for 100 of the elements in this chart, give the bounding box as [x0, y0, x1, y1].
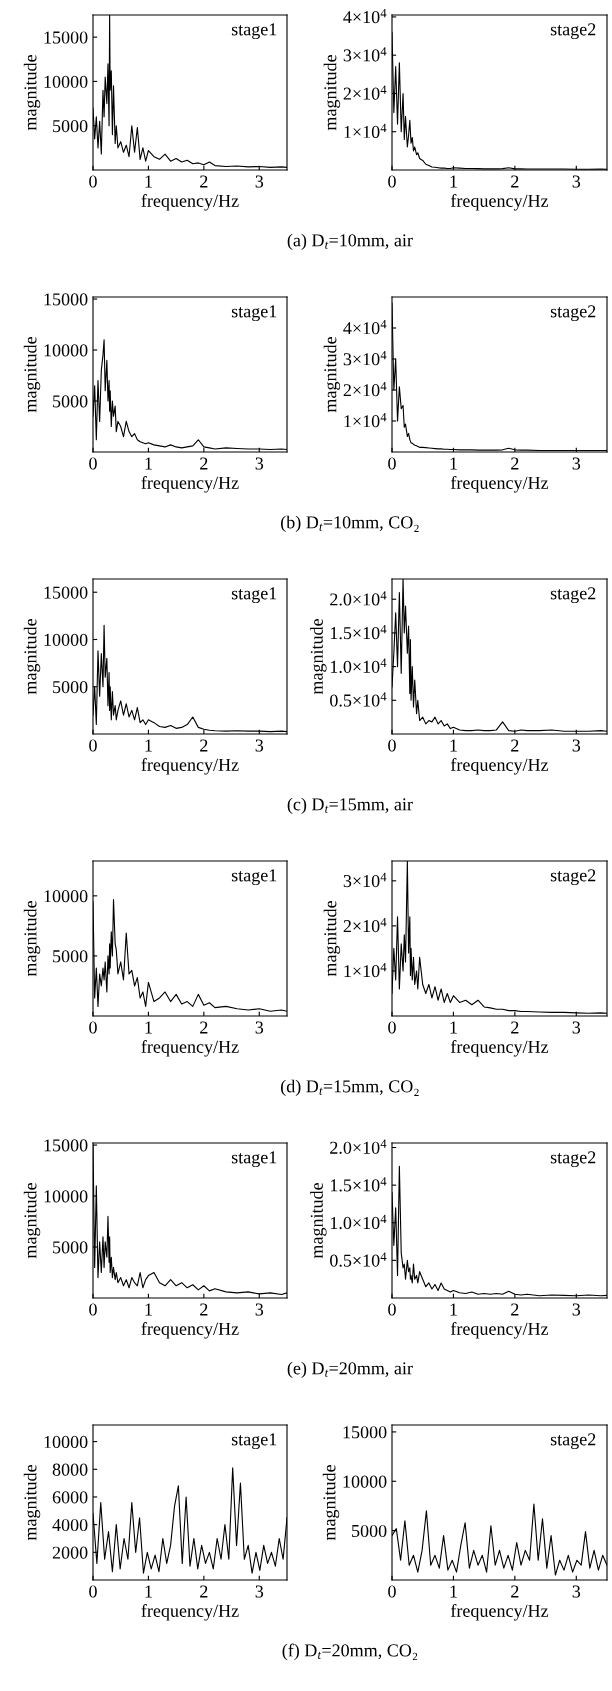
x-tick-label: 3	[572, 1021, 581, 1034]
y-axis-title: magnitude	[323, 901, 341, 977]
x-tick-label: 1	[450, 457, 457, 470]
y-axis-title: magnitude	[23, 337, 41, 413]
x-tick-label: 3	[255, 1585, 264, 1598]
x-tick-label: 3	[572, 1303, 581, 1316]
y-tick-label: 3×10$^{4}$	[343, 872, 387, 888]
y-axis-title: magnitude	[23, 55, 41, 131]
x-tick-label: 0	[388, 739, 396, 752]
x-tick-label: 3	[255, 1021, 264, 1034]
x-tick-label: 2	[511, 1585, 519, 1598]
annotation: stage1	[231, 869, 277, 886]
x-tick-label: 1	[145, 739, 152, 752]
x-tick-label: 0	[89, 457, 97, 470]
x-axis-title: frequency/Hz	[450, 1040, 549, 1057]
y-tick-label: 5000	[53, 119, 88, 133]
annotation: stage1	[231, 1151, 277, 1168]
text: (a) D$_{t}$=10mm, air	[287, 233, 413, 251]
annotation: stage1	[231, 587, 277, 604]
y-tick-label: 2000	[52, 1546, 88, 1559]
y-tick-label: 4×10$^{4}$	[343, 320, 387, 335]
x-tick-label: 2	[511, 457, 519, 470]
x-tick-label: 2	[200, 175, 208, 188]
x-tick-label: 3	[572, 1585, 581, 1598]
annotation: stage2	[550, 869, 596, 886]
annotation: stage2	[550, 23, 596, 40]
y-tick-label: 15000	[44, 293, 88, 306]
x-axis-title: frequency/Hz	[141, 758, 239, 775]
text: (c) D$_{t}$=15mm, air	[287, 797, 413, 815]
x-tick-label: 1	[450, 175, 457, 188]
x-tick-label: 0	[89, 739, 97, 752]
y-tick-label: 5000	[53, 681, 88, 694]
y-tick-label: 10000	[44, 1190, 88, 1203]
y-axis-title: magnitude	[23, 619, 41, 695]
y-tick-label: 1×10$^{4}$	[344, 413, 387, 428]
x-tick-label: 0	[89, 1303, 97, 1316]
annotation: stage2	[550, 305, 596, 322]
y-axis-title: magnitude	[310, 1183, 327, 1259]
x-axis-title: frequency/Hz	[450, 476, 549, 493]
text: (f) D$_{t}$=20mm, CO₂	[282, 1643, 418, 1661]
x-tick-label: 3	[255, 175, 264, 188]
x-tick-label: 1	[145, 1585, 152, 1598]
y-tick-label: 15000	[44, 586, 88, 599]
y-tick-label: 10000	[44, 890, 88, 903]
x-tick-label: 2	[200, 739, 208, 752]
x-tick-label: 3	[255, 739, 264, 752]
y-tick-label: 1.5×10$^{4}$	[330, 624, 387, 640]
y-tick-label: 5000	[352, 1524, 387, 1538]
y-tick-label: 5000	[53, 950, 88, 963]
y-tick-label: 15000	[44, 31, 88, 44]
y-tick-label: 10000	[44, 344, 88, 357]
x-axis-title: frequency/Hz	[450, 1604, 549, 1621]
x-tick-label: 3	[255, 1303, 264, 1316]
y-tick-label: 8000	[52, 1463, 88, 1476]
annotation: stage1	[231, 305, 277, 322]
y-tick-label: 2×10$^{4}$	[343, 917, 387, 933]
annotation: stage1	[231, 1433, 277, 1450]
y-axis-title: magnitude	[23, 901, 41, 977]
annotation: stage2	[550, 1433, 596, 1450]
y-tick-label: 2×10$^{4}$	[343, 382, 387, 397]
x-tick-label: 2	[511, 739, 519, 752]
text: (b) D$_{t}$=10mm, CO₂	[281, 515, 419, 533]
x-tick-label: 0	[388, 175, 396, 188]
y-tick-label: 2×10$^{4}$	[343, 85, 387, 100]
y-tick-label: 1×10$^{4}$	[344, 123, 387, 139]
x-tick-label: 1	[450, 1303, 457, 1316]
y-tick-label: 3×10$^{4}$	[343, 47, 387, 62]
y-axis-title: magnitude	[323, 337, 341, 413]
text: (d) D$_{t}$=15mm, CO₂	[281, 1079, 419, 1097]
annotation: stage2	[550, 587, 596, 604]
x-axis-title: frequency/Hz	[141, 1322, 239, 1339]
y-tick-label: 10000	[44, 75, 88, 88]
y-tick-label: 1.0×10$^{4}$	[330, 1214, 387, 1230]
x-tick-label: 1	[145, 1303, 152, 1316]
y-axis-title: magnitude	[323, 55, 341, 131]
x-axis-title: frequency/Hz	[450, 194, 549, 211]
y-tick-label: 4×10$^{4}$	[343, 8, 387, 24]
x-tick-label: 2	[511, 1303, 519, 1316]
x-tick-label: 2	[200, 457, 208, 470]
x-tick-label: 0	[89, 1021, 97, 1034]
x-axis-title: frequency/Hz	[141, 476, 239, 493]
x-tick-label: 3	[255, 457, 264, 470]
x-axis-title: frequency/Hz	[450, 758, 549, 775]
y-tick-label: 1.5×10$^{4}$	[330, 1177, 387, 1192]
x-tick-label: 2	[511, 1021, 519, 1034]
x-tick-label: 3	[572, 739, 581, 752]
y-tick-label: 0.5×10$^{4}$	[330, 1252, 387, 1267]
y-tick-label: 15000	[343, 1426, 387, 1439]
y-tick-label: 4000	[52, 1518, 88, 1532]
x-tick-label: 3	[572, 175, 581, 188]
x-tick-label: 0	[89, 175, 97, 188]
y-tick-label: 10000	[343, 1475, 387, 1488]
x-tick-label: 2	[200, 1303, 208, 1316]
x-tick-label: 0	[388, 1585, 396, 1598]
x-axis-title: frequency/Hz	[141, 1604, 239, 1621]
annotation: stage2	[550, 1151, 596, 1168]
x-tick-label: 1	[450, 1585, 457, 1598]
y-axis-title: magnitude	[310, 619, 327, 695]
x-axis-title: frequency/Hz	[141, 1040, 239, 1057]
y-tick-label: 1×10$^{4}$	[344, 962, 387, 978]
